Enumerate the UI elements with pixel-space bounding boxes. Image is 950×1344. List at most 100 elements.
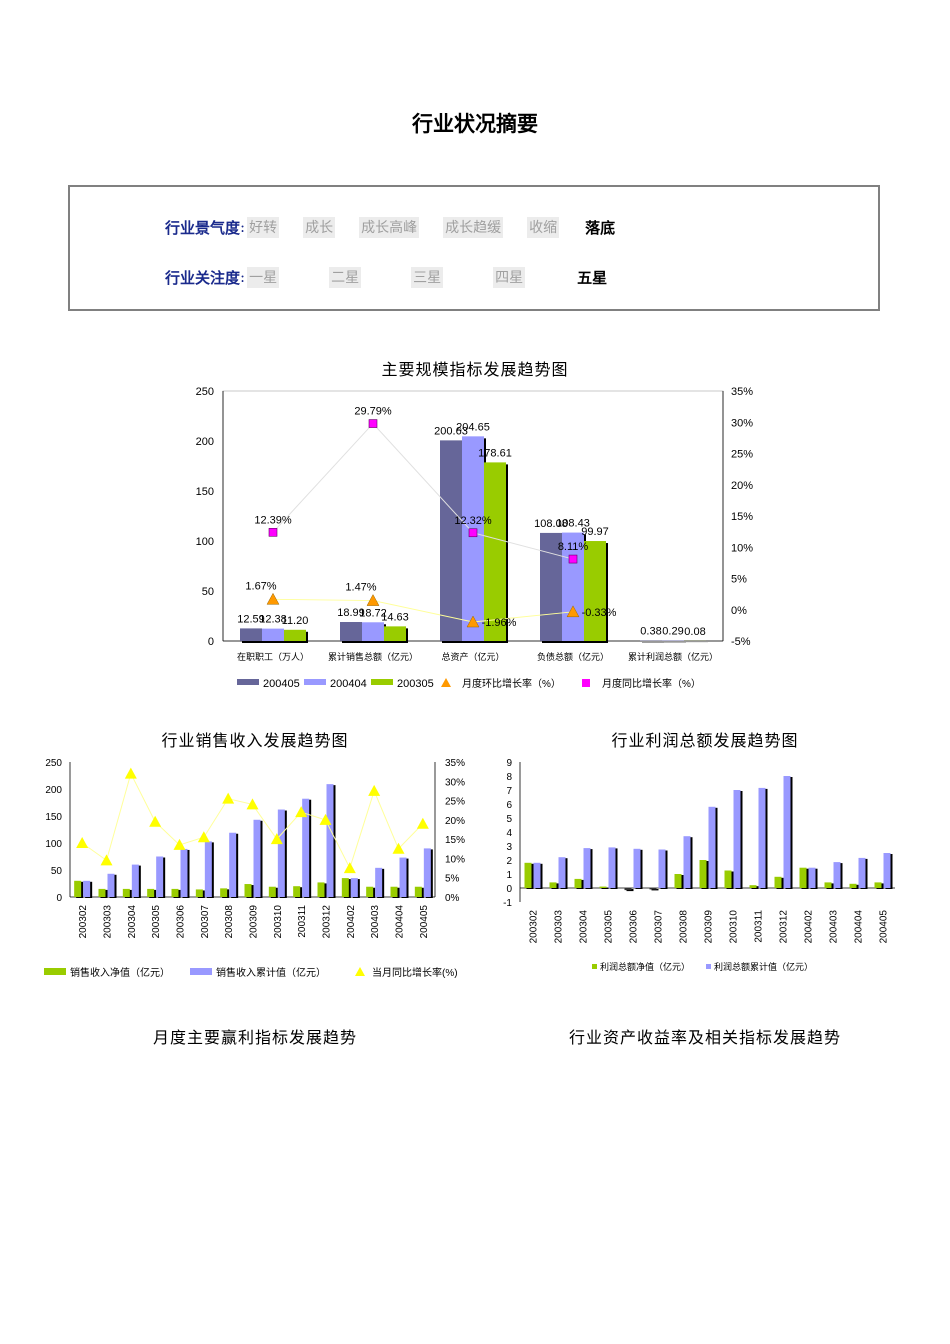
legend-label: 利润总额累计值（亿元） <box>714 961 813 972</box>
bar-value-label: 200.63 <box>434 425 468 437</box>
main-scale-chart: 0 50 100 150 200 250 -5% 0% 5% 10% 15% 20% 25% 30% 35%… <box>196 386 754 690</box>
bar-1 <box>533 862 541 888</box>
bar-0 <box>147 888 155 897</box>
y-tick-label: 7 <box>506 786 512 797</box>
y2-tick-label: 10% <box>731 542 753 554</box>
yoy-marker <box>568 554 578 564</box>
x-tick-label: 200311 <box>754 910 765 943</box>
bar-value-label: 14.63 <box>381 611 409 623</box>
bar-1 <box>375 867 383 897</box>
y2-tick-label: 5% <box>731 574 747 586</box>
bar-0 <box>599 886 607 888</box>
x-tick-label: 200403 <box>829 910 840 944</box>
y2-tick-label: 25% <box>731 449 753 461</box>
bar-200305 <box>484 462 506 641</box>
line-value-label: 12.32% <box>454 515 492 527</box>
sentiment-options: 好转 成长 成长高峰 成长趋缓 收缩 落底 <box>247 216 641 238</box>
profit-chart: -1 0 1 2 3 4 5 6 7 8 9 200302 200303 200304 200305 2003… <box>503 758 895 972</box>
bar-0 <box>220 888 228 897</box>
bar-1 <box>83 880 91 897</box>
attention-option: 五星 <box>577 268 608 287</box>
attention-row: 行业关注度 : 一星 二星 三星 四星 五星 <box>165 265 659 289</box>
bar-0 <box>524 862 532 888</box>
yoy-marker <box>268 528 278 537</box>
legend-label: 月度同比增长率（%） <box>602 677 701 690</box>
y-tick-label: 50 <box>202 586 214 598</box>
y-tick-label: 150 <box>45 812 62 823</box>
x-tick-label: 200306 <box>629 910 640 944</box>
bar-0 <box>574 878 582 888</box>
bar-value-label: 108.08 <box>534 518 568 530</box>
y-tick-label: 0 <box>56 893 62 904</box>
bar-value-label: 18.99 <box>337 607 365 619</box>
bar-1 <box>808 867 816 888</box>
yoy-marker <box>173 838 186 850</box>
bar-1 <box>180 848 188 897</box>
bar-1 <box>683 836 691 888</box>
y2-tick-label: 30% <box>445 777 465 788</box>
x-tick-label: 200304 <box>579 910 590 944</box>
bar-1 <box>708 806 716 888</box>
sales-chart-title: 行业销售收入发展趋势图 <box>161 731 349 750</box>
bar-1 <box>131 864 139 897</box>
y-tick-label: 1 <box>506 870 512 881</box>
legend-swatch <box>304 679 326 685</box>
legend-swatch <box>237 679 259 685</box>
line-value-label: 29.79% <box>354 406 392 418</box>
bar-value-label: 0.29 <box>662 626 683 638</box>
bar-1 <box>558 857 566 888</box>
x-tick-label: 200309 <box>704 910 715 944</box>
x-tick-label: 200403 <box>370 905 381 939</box>
bar-0 <box>244 884 252 897</box>
bar-200305 <box>284 629 306 641</box>
x-tick-label: 200405 <box>419 905 430 939</box>
bar-200404 <box>362 622 384 641</box>
x-tick-label: 负债总额（亿元） <box>537 651 609 662</box>
y2-tick-label: 35% <box>445 758 465 769</box>
legend-yoy-marker <box>355 967 365 976</box>
attention-colon: : <box>240 268 246 286</box>
bar-shadow <box>601 887 609 889</box>
yoy-marker <box>416 817 429 829</box>
bar-0 <box>122 888 130 897</box>
sentiment-option: 收缩 <box>527 216 560 238</box>
bar-0 <box>774 876 782 888</box>
line-value-label: 8.11% <box>558 541 589 553</box>
x-tick-label: 200303 <box>554 910 565 944</box>
bar-1 <box>399 857 407 897</box>
bar-1 <box>229 832 237 897</box>
x-tick-label: 200404 <box>395 905 406 939</box>
line-value-label: 1.47% <box>345 582 376 594</box>
bar-1 <box>858 857 866 888</box>
line-1 <box>272 422 574 560</box>
bar-0 <box>414 886 422 897</box>
yoy-marker <box>343 862 356 874</box>
y-tick-label: 200 <box>196 436 214 448</box>
y2-tick-label: 25% <box>445 797 465 808</box>
x-tick-label: 200308 <box>224 905 235 939</box>
bar-0 <box>674 874 682 888</box>
bar-0 <box>268 886 276 897</box>
yoy-marker <box>368 784 381 796</box>
mom-marker <box>466 615 480 628</box>
bar-200305 <box>584 541 606 641</box>
y2-tick-label: -5% <box>731 636 751 648</box>
bar-1 <box>350 878 358 897</box>
x-tick-label: 总资产（亿元） <box>441 651 504 662</box>
sentiment-row: 行业景气度 : 好转 成长 成长高峰 成长趋缓 收缩 落底 <box>165 215 641 239</box>
bar-value-label: 178.61 <box>478 447 512 459</box>
bar-1 <box>423 848 431 897</box>
attention-option: 四星 <box>493 266 526 288</box>
bar-1 <box>277 809 285 897</box>
legend-swatch <box>190 968 212 975</box>
sentiment-option: 成长 <box>303 216 336 238</box>
x-tick-label: 200402 <box>804 910 815 944</box>
bar-0 <box>649 888 657 890</box>
line-value-label: 12.39% <box>254 514 292 526</box>
y2-tick-label: 35% <box>731 386 753 398</box>
y-tick-label: 4 <box>506 828 512 839</box>
y-tick-label: 250 <box>196 386 214 398</box>
y-tick-label: -1 <box>503 898 512 909</box>
x-tick-label: 200302 <box>529 910 540 944</box>
x-tick-label: 200304 <box>127 905 138 939</box>
